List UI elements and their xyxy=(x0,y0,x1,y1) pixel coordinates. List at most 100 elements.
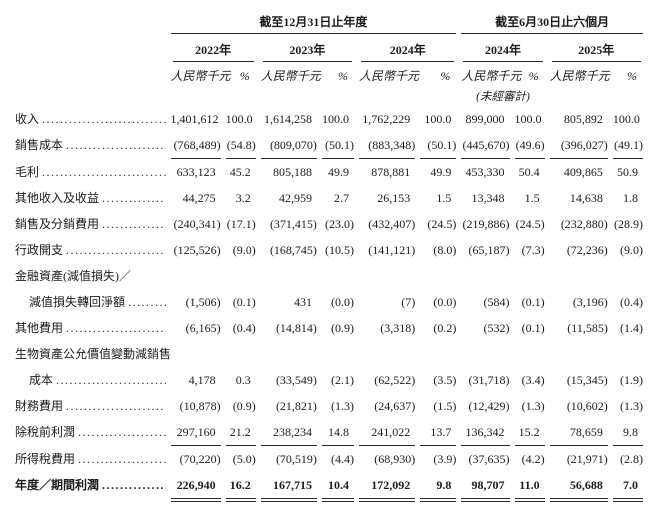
percent-label: % xyxy=(528,69,539,83)
percent-label: % xyxy=(239,69,250,83)
amount-cell: 26,153 xyxy=(377,191,411,205)
amount-cell: 805,892 xyxy=(563,112,603,126)
row-label-cell: 財務費用 xyxy=(15,393,166,419)
percent-cell: (5.0) xyxy=(232,452,256,466)
year-header-2025-interim: 2025年 xyxy=(550,36,643,64)
row-label: 收入 xyxy=(15,112,40,126)
percent-cell: 49.9 xyxy=(328,165,350,179)
amount-cell: (31,718) xyxy=(468,373,510,387)
annual-period-header: 截至12月31日止年度 xyxy=(170,8,457,36)
row-label: 所得稅費用 xyxy=(15,452,76,466)
table-row: 毛利 633,123 45.2 805,188 49.9 878,881 49.9 453,3… xyxy=(15,159,643,185)
amount-cell xyxy=(550,263,608,289)
percent-cell: (54.8) xyxy=(225,132,256,159)
amount-cell: (21,821) xyxy=(275,399,317,413)
percent-cell: (24.5) xyxy=(515,217,545,231)
amount-cell: 1,614,258 xyxy=(263,112,312,126)
dot-leader xyxy=(42,159,165,185)
annual-period-label: 截至12月31日止年度 xyxy=(170,11,457,34)
amount-cell: 1,401,612 xyxy=(170,112,219,126)
percent-cell: (24.5) xyxy=(427,217,457,231)
amount-cell xyxy=(461,341,509,367)
percent-cell xyxy=(613,263,643,289)
percent-cell: (0.9) xyxy=(232,399,256,413)
row-label: 成本 xyxy=(29,373,54,387)
unit-header-row: 人民幣千元 % 人民幣千元 % 人民幣千元 % 人民幣千元 % 人民幣千元 % xyxy=(15,64,643,88)
amount-cell: (1,506) xyxy=(185,295,221,309)
percent-cell: (28.9) xyxy=(614,217,643,231)
amount-cell: (70,220) xyxy=(179,452,221,466)
percent-cell: (49.6) xyxy=(514,132,545,159)
year-header-2023: 2023年 xyxy=(261,36,354,64)
amount-cell: 805,188 xyxy=(272,165,312,179)
table-body: 收入 1,401,612 100.0 1,614,258 100.0 1,762,229 1… xyxy=(15,106,643,502)
percent-cell: (0.0) xyxy=(331,295,355,309)
amount-cell xyxy=(261,341,317,367)
unit-label: 人民幣千元 xyxy=(549,69,610,83)
amount-cell: 226,940 xyxy=(170,472,221,502)
amount-cell: 167,715 xyxy=(260,472,317,502)
table-row: 金融資產(減值損失)／ xyxy=(15,263,643,289)
percent-cell: (23.0) xyxy=(325,217,355,231)
amount-cell: (768,489) xyxy=(170,132,221,159)
row-label-cell: 行政開支 xyxy=(15,237,166,263)
percent-cell: (3.4) xyxy=(521,373,545,387)
label-column-spacer xyxy=(15,8,166,36)
row-label: 銷售及分銷費用 xyxy=(15,217,100,231)
percent-cell: 45.2 xyxy=(229,165,251,179)
row-label: 銷售成本 xyxy=(15,138,64,152)
amount-cell: (168,745) xyxy=(269,243,317,257)
row-label-cell: 毛利 xyxy=(15,159,166,185)
amount-cell: 42,959 xyxy=(278,191,312,205)
amount-cell: (15,345) xyxy=(566,373,608,387)
table-row: 年度／期間利潤 226,94016.2167,71510.4172,0929.89… xyxy=(15,472,643,502)
percent-cell: (0.9) xyxy=(331,321,355,335)
dot-leader xyxy=(128,289,165,315)
amount-cell: (141,121) xyxy=(368,243,416,257)
row-label-cell: 年度／期間利潤 xyxy=(15,472,166,498)
unit-label: 人民幣千元 xyxy=(359,69,420,83)
row-label: 財務費用 xyxy=(15,399,64,413)
amount-cell: 431 xyxy=(293,295,312,309)
percent-cell: 21.2 xyxy=(225,419,256,446)
amount-cell: 238,234 xyxy=(260,419,317,446)
year-header-2024-interim: 2024年 xyxy=(461,36,544,64)
percent-cell: (1.3) xyxy=(620,399,643,413)
percent-cell: (0.4) xyxy=(620,295,643,309)
percent-cell xyxy=(420,263,456,289)
percent-cell: (3.9) xyxy=(433,452,457,466)
percent-cell: (4.4) xyxy=(331,452,355,466)
row-label-cell: 其他收入及收益 xyxy=(15,185,166,211)
percent-cell: (1.5) xyxy=(433,399,457,413)
dot-leader xyxy=(102,211,165,237)
amount-cell: (432,407) xyxy=(368,217,416,231)
income-statement-table: 截至12月31日止年度 截至6月30日止六個月 2022年 2023年 2024… xyxy=(10,8,648,502)
amount-cell: 78,659 xyxy=(549,419,608,446)
table-row: 銷售及分銷費用 (240,341) (17.1) (371,415) (23.0) (43… xyxy=(15,211,643,237)
percent-cell: 13.7 xyxy=(420,419,457,446)
amount-cell: (445,670) xyxy=(461,132,510,159)
table-row: 其他收入及收益 44,275 3.2 42,959 2.7 26,153 1.5 13,348… xyxy=(15,185,643,211)
dot-leader xyxy=(66,237,165,263)
table-row: 除稅前利潤 297,16021.2238,23414.8241,02213.713… xyxy=(15,419,643,446)
percent-cell: 9.8 xyxy=(420,472,457,502)
amount-cell: 899,000 xyxy=(465,112,505,126)
dot-leader xyxy=(56,367,165,393)
row-label-cell: 金融資產(減值損失)／ xyxy=(15,263,166,289)
percent-cell: (49.1) xyxy=(612,132,643,159)
row-label-cell: 減值損失轉回淨額 xyxy=(15,289,166,315)
table-row: 行政開支 (125,526) (9.0) (168,745) (10.5) (141,12… xyxy=(15,237,643,263)
table-row: 所得稅費用 (70,220) (5.0) (70,519) (4.4) (68,930) (… xyxy=(15,446,643,472)
label-column-spacer xyxy=(15,36,166,64)
year-header-2022: 2022年 xyxy=(171,36,256,64)
percent-cell: (9.0) xyxy=(232,243,256,257)
amount-cell: (70,519) xyxy=(275,452,317,466)
amount-cell: (14,814) xyxy=(275,321,317,335)
percent-cell: (1.3) xyxy=(521,399,545,413)
row-label-cell: 除稅前利潤 xyxy=(15,419,166,445)
amount-cell: (37,635) xyxy=(468,452,510,466)
percent-label: % xyxy=(338,69,349,83)
percent-cell: (0.2) xyxy=(433,321,457,335)
amount-cell: 172,092 xyxy=(359,472,416,502)
